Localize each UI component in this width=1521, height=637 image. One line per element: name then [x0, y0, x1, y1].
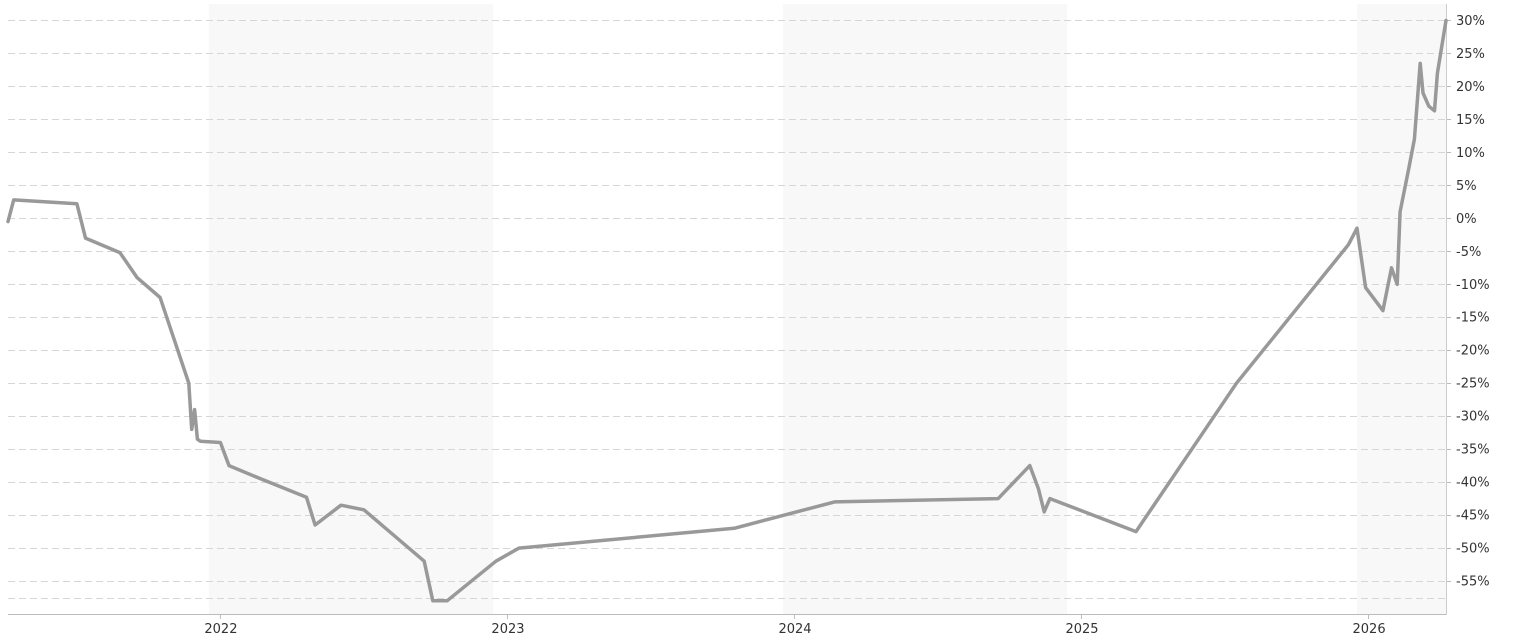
- series-line-0: [6, 18, 1448, 603]
- y-tick-label: 20%: [1456, 80, 1485, 95]
- y-tick-labels: 30% 25% 20% 15% 10% 5% 0% -5% -10% -15% -20% -25% -3…: [1456, 14, 1490, 590]
- y-tick-label: -10%: [1456, 278, 1490, 293]
- axes: [8, 4, 1447, 615]
- year-band-1: [782, 4, 1068, 614]
- y-tick-label: -15%: [1456, 311, 1490, 326]
- y-tick-label: -40%: [1456, 476, 1490, 491]
- x-tick-label: 2026: [1353, 622, 1386, 637]
- y-tick-label: 10%: [1456, 146, 1485, 161]
- y-tick-label: -55%: [1456, 575, 1490, 590]
- y-tick-label: -20%: [1456, 344, 1490, 359]
- y-tick-label: 0%: [1456, 212, 1477, 227]
- series-layer: [6, 18, 1448, 603]
- y-tick-label: -30%: [1456, 410, 1490, 425]
- y-tick-label: -35%: [1456, 443, 1490, 458]
- y-tick-label: 5%: [1456, 179, 1477, 194]
- y-tick-label: -25%: [1456, 377, 1490, 392]
- x-tick-label: 2025: [1065, 622, 1098, 637]
- year-band-2: [1357, 4, 1446, 614]
- x-tick-label: 2023: [491, 622, 524, 637]
- year-shading-bands: [208, 4, 1446, 614]
- x-tick-labels: 2022 2023 2024 2025 2026: [204, 614, 1386, 637]
- y-tick-label: 30%: [1456, 14, 1485, 29]
- y-tick-label: -45%: [1456, 509, 1490, 524]
- y-tick-label: 25%: [1456, 47, 1485, 62]
- year-band-0: [208, 4, 494, 614]
- horizontal-gridlines: [8, 20, 1451, 599]
- y-tick-label: -50%: [1456, 542, 1490, 557]
- y-tick-label: -5%: [1456, 245, 1481, 260]
- x-tick-label: 2024: [778, 622, 811, 637]
- y-tick-label: 15%: [1456, 113, 1485, 128]
- x-tick-label: 2022: [204, 622, 237, 637]
